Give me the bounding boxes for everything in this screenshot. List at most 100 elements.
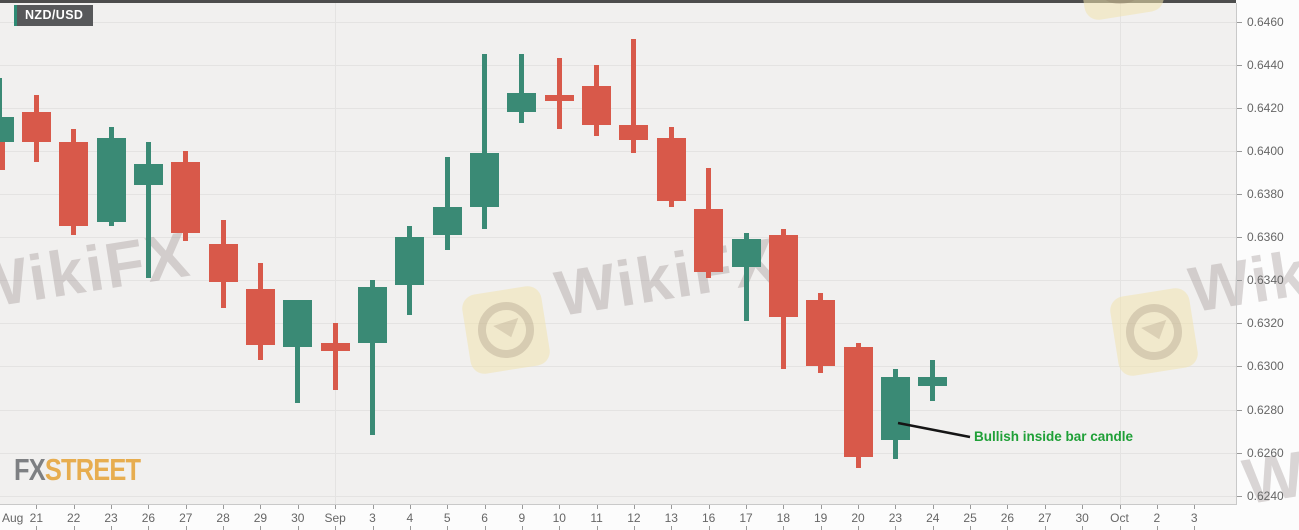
x-axis-edge-tick — [148, 526, 150, 530]
h-gridline — [0, 280, 1236, 282]
x-axis-label: 11 — [590, 511, 603, 525]
x-axis-tick — [409, 505, 411, 509]
x-axis-tick — [447, 505, 449, 509]
candle-body — [806, 299, 836, 367]
x-axis-label: 22 — [67, 511, 81, 525]
y-axis-label: 0.6240 — [1247, 488, 1284, 503]
candle-body — [432, 206, 462, 235]
candle-body — [544, 94, 574, 102]
x-axis-edge-tick — [1082, 526, 1084, 530]
candle-body — [918, 377, 948, 386]
candle-wick — [482, 54, 488, 229]
h-gridline — [0, 495, 1236, 497]
x-axis-tick — [1007, 505, 1009, 509]
y-axis-label: 0.6320 — [1247, 316, 1284, 331]
fxstreet-logo-fx: FX — [14, 452, 46, 487]
y-axis-label: 0.6260 — [1247, 445, 1284, 460]
candle-wick — [743, 232, 749, 322]
candle-body — [470, 153, 500, 207]
candle-wick — [332, 323, 338, 391]
x-axis-label: 16 — [701, 511, 716, 525]
y-axis-label: 0.6380 — [1247, 187, 1284, 202]
candle-body — [59, 142, 89, 227]
x-axis-tick — [596, 505, 598, 509]
x-axis-edge-tick — [708, 526, 710, 530]
h-gridline — [0, 237, 1236, 239]
v-gridline-month — [1119, 3, 1121, 505]
x-axis-label: 10 — [552, 511, 566, 525]
y-axis-label: 0.6280 — [1247, 402, 1284, 417]
instrument-badge: NZD/USD — [14, 5, 94, 26]
h-gridline — [0, 194, 1236, 196]
x-axis-label: 9 — [518, 511, 526, 525]
x-axis-label: 17 — [739, 511, 753, 525]
x-axis-label: 12 — [627, 511, 641, 525]
candle-wick — [631, 38, 637, 154]
x-axis-label: 27 — [179, 511, 193, 525]
y-axis-tick — [1236, 452, 1242, 454]
h-gridline — [0, 150, 1236, 152]
x-axis-edge-tick — [335, 526, 337, 530]
candle-body — [208, 243, 238, 283]
x-axis-tick — [1156, 505, 1158, 509]
candle-body — [582, 86, 612, 126]
x-axis-label: 4 — [406, 511, 414, 525]
y-axis-tick — [1236, 64, 1242, 66]
x-axis-label: Aug — [2, 511, 24, 525]
x-axis-tick — [73, 505, 75, 509]
x-axis-label: 30 — [291, 511, 305, 525]
x-axis-label: 19 — [814, 511, 828, 525]
x-axis-tick — [708, 505, 710, 509]
x-axis-tick — [783, 505, 785, 509]
x-axis-tick — [895, 505, 897, 509]
y-axis-label: 0.6420 — [1247, 100, 1284, 115]
annotation-label: Bullish inside bar candle — [974, 429, 1134, 444]
x-axis-edge-tick — [596, 526, 598, 530]
x-axis-label: 5 — [443, 511, 451, 525]
candle-wick — [295, 299, 301, 404]
x-axis-edge-tick — [223, 526, 225, 530]
wikifx-eagle-watermark-icon — [460, 284, 552, 376]
candle-body — [171, 161, 201, 233]
x-axis-tick — [1119, 505, 1121, 509]
x-axis-edge-tick — [820, 526, 822, 530]
candle-wick — [519, 54, 525, 123]
x-axis-tick — [1044, 505, 1046, 509]
x-axis-edge-tick — [111, 526, 113, 530]
x-axis-tick — [970, 505, 972, 509]
x-axis-edge-tick — [783, 526, 785, 530]
candle-body — [96, 138, 126, 223]
x-axis-label: 23 — [888, 511, 903, 525]
x-axis-label: 30 — [1075, 511, 1089, 525]
candle-wick — [145, 142, 151, 279]
x-axis-label: 27 — [1038, 511, 1052, 525]
candle-wick — [370, 280, 375, 436]
candle-body — [245, 288, 275, 345]
y-axis-tick — [1236, 21, 1242, 23]
x-axis-edge-tick — [1119, 526, 1121, 530]
h-gridline — [0, 409, 1236, 411]
h-gridline — [0, 64, 1236, 66]
x-axis-tick — [36, 505, 38, 509]
x-axis-tick — [223, 505, 225, 509]
y-axis-label: 0.6440 — [1247, 57, 1284, 72]
x-axis-tick — [111, 505, 113, 509]
y-axis-label: 0.6300 — [1247, 359, 1284, 374]
x-axis-tick — [932, 505, 934, 509]
x-axis-edge-tick — [1194, 526, 1196, 530]
x-axis-label: Oct — [1110, 511, 1129, 525]
x-axis-tick — [335, 505, 337, 509]
y-axis-tick — [1236, 323, 1242, 325]
x-axis-edge-tick — [746, 526, 747, 530]
x-axis-edge-tick — [1156, 526, 1158, 530]
x-axis-edge-tick — [671, 526, 673, 530]
x-axis-edge-tick — [932, 526, 934, 530]
plot-area — [0, 3, 1236, 505]
x-axis-tick — [671, 505, 673, 509]
x-axis-label: 25 — [963, 511, 977, 525]
wikifx-eagle-watermark-icon — [1108, 286, 1200, 378]
x-axis-edge-tick — [36, 526, 38, 530]
y-axis-tick — [1236, 495, 1242, 497]
x-axis-label: 21 — [29, 511, 44, 525]
candle-body — [656, 138, 686, 201]
